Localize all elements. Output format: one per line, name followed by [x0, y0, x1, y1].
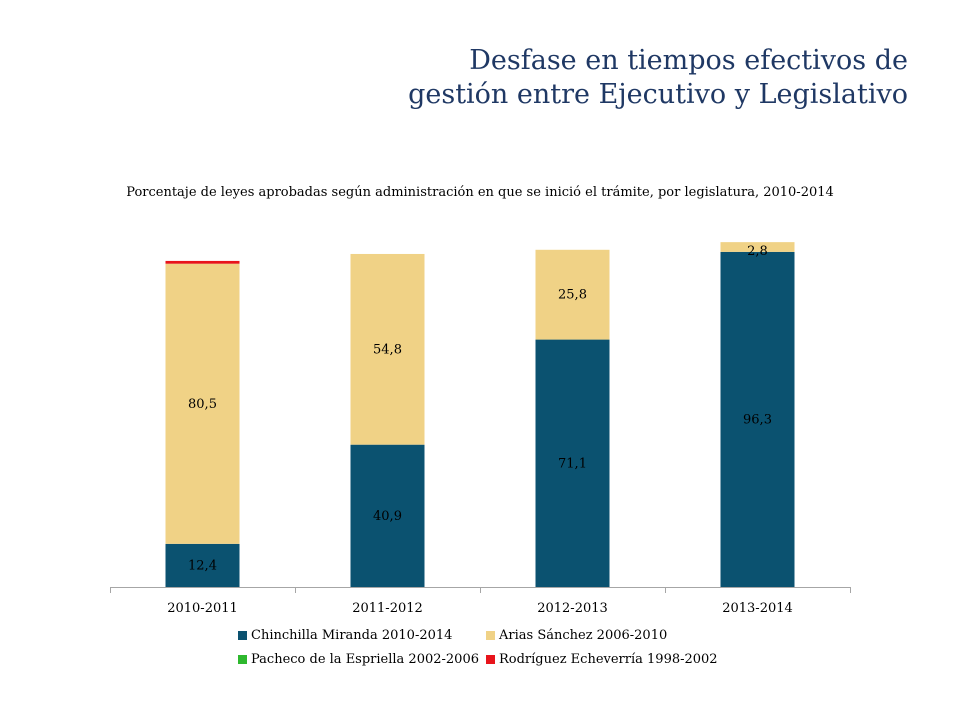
- bar-chinchilla-2010-2011: [165, 543, 240, 587]
- title-line-1: Desfase en tiempos efectivos de: [469, 45, 908, 76]
- bar-arias-2012-2013: [535, 249, 610, 340]
- legend-label-pacheco: Pacheco de la Espriella 2002-2006: [251, 651, 479, 667]
- legend-swatch-chinchilla: [238, 630, 247, 640]
- data-label-chinchilla-2011-2012: 40,9: [373, 509, 402, 524]
- title-line-2: gestión entre Ejecutivo y Legislativo: [408, 79, 908, 110]
- data-label-chinchilla-2013-2014: 96,3: [743, 412, 772, 427]
- legend-label-chinchilla: Chinchilla Miranda 2010-2014: [251, 627, 453, 643]
- legend-row-2: Pacheco de la Espriella 2002-2006 Rodríg…: [238, 647, 718, 671]
- legend-item-arias: Arias Sánchez 2006-2010: [486, 628, 667, 643]
- bar-arias-2011-2012: [350, 253, 425, 445]
- legend-label-arias: Arias Sánchez 2006-2010: [499, 627, 668, 643]
- x-tick-label-2011-2012: 2011-2012: [352, 601, 423, 616]
- data-label-chinchilla-2012-2013: 71,1: [558, 456, 587, 471]
- data-label-arias-2010-2011: 80,5: [188, 397, 217, 412]
- data-label-arias-2013-2014: 2,8: [747, 244, 768, 259]
- chart-subtitle: Porcentaje de leyes aprobadas según admi…: [126, 185, 834, 200]
- legend-item-rodriguez: Rodríguez Echeverría 1998-2002: [486, 652, 718, 667]
- legend-item-chinchilla: Chinchilla Miranda 2010-2014: [238, 628, 486, 643]
- slide-title: Desfase en tiempos efectivos de gestión …: [188, 44, 908, 112]
- x-tick-label-2010-2011: 2010-2011: [167, 601, 238, 616]
- legend-label-rodriguez: Rodríguez Echeverría 1998-2002: [499, 651, 718, 667]
- bar-arias-2010-2011: [165, 263, 240, 544]
- x-tick-label-2012-2013: 2012-2013: [537, 601, 608, 616]
- legend-swatch-arias: [486, 630, 495, 640]
- bar-chinchilla-2012-2013: [535, 339, 610, 587]
- legend-row-1: Chinchilla Miranda 2010-2014 Arias Sánch…: [238, 623, 718, 647]
- data-label-arias-2011-2012: 54,8: [373, 342, 402, 357]
- legend-item-pacheco: Pacheco de la Espriella 2002-2006: [238, 652, 486, 667]
- legend-swatch-rodriguez: [486, 654, 495, 664]
- data-label-chinchilla-2010-2011: 12,4: [188, 558, 217, 573]
- bar-chinchilla-2011-2012: [350, 444, 425, 587]
- bar-arias-2013-2014: [720, 242, 795, 252]
- bar-chinchilla-2013-2014: [720, 251, 795, 587]
- x-tick-label-2013-2014: 2013-2014: [722, 601, 793, 616]
- bar-rodriguez-2010-2011: [165, 260, 240, 264]
- data-label-arias-2012-2013: 25,8: [558, 288, 587, 303]
- chart-legend: Chinchilla Miranda 2010-2014 Arias Sánch…: [238, 623, 718, 671]
- legend-swatch-pacheco: [238, 654, 247, 664]
